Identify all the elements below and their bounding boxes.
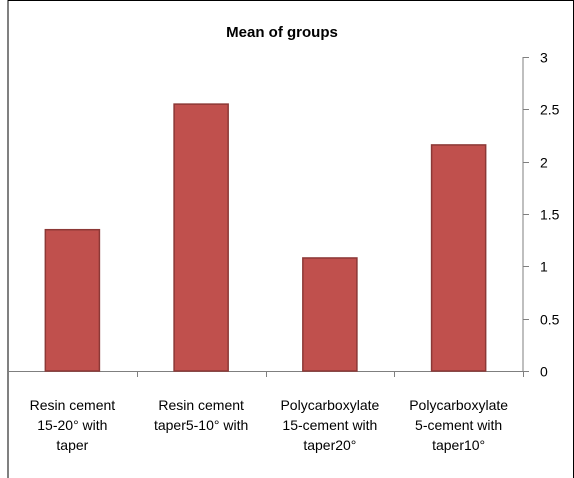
x-category-label: Polycarboxylate 5-cement with taper10°: [409, 397, 508, 453]
x-category-label: Polycarboxylate 15-cement with taper20°: [280, 397, 379, 453]
bar: [302, 257, 358, 372]
bar: [44, 228, 101, 372]
y-tick-label: 1.5: [540, 207, 560, 223]
plot-area: 0 0.5 1 1.5 2 2.5 3 Resin cement 15-20° with tape…: [7, 0, 574, 478]
x-category-label: Resin cement taper5-10° with: [154, 397, 248, 433]
bar: [173, 103, 229, 372]
y-tick-label: 1: [540, 259, 548, 275]
y-tick-label: 3: [540, 50, 548, 66]
x-category-label: Resin cement 15-20° with taper: [30, 397, 116, 453]
y-tick-label: 0.5: [540, 312, 560, 328]
bar: [430, 144, 487, 372]
y-tick-label: 0: [540, 364, 548, 380]
y-tick-label: 2.5: [540, 102, 560, 118]
chart-title: Mean of groups: [226, 24, 338, 41]
y-tick-label: 2: [540, 155, 548, 171]
